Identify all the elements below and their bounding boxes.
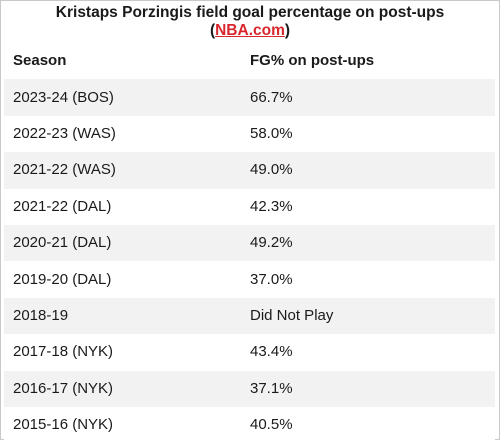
table-row: 2015-16 (NYK) 40.5%	[4, 406, 495, 443]
table-row: 2018-19 Did Not Play	[4, 297, 495, 335]
season-cell: 2016-17 (NYK)	[13, 379, 114, 397]
stats-table: Season FG% on post-ups 2023-24 (BOS) 66.…	[4, 43, 495, 443]
table-title: Kristaps Porzingis field goal percentage…	[55, 4, 445, 21]
season-cell: 2021-22 (DAL)	[13, 197, 112, 215]
season-cell: 2018-19	[13, 306, 69, 324]
fg-pct-cell: 43.4%	[250, 343, 293, 361]
table-row: 2016-17 (NYK) 37.1%	[4, 370, 495, 407]
season-cell: 2021-22 (WAS)	[13, 161, 116, 179]
fg-pct-cell: 40.5%	[250, 416, 293, 434]
table-row: 2021-22 (DAL) 42.3%	[4, 188, 495, 225]
source-link[interactable]: NBA.com	[215, 22, 285, 39]
table-row: 2023-24 (BOS) 66.7%	[4, 79, 495, 116]
season-cell: 2023-24 (BOS)	[13, 88, 114, 106]
season-cell: 2019-20 (DAL)	[13, 270, 112, 288]
fg-pct-cell: 37.0%	[250, 270, 293, 288]
table-body: 2023-24 (BOS) 66.7% 2022-23 (WAS) 58.0% …	[4, 79, 495, 443]
table-row: 2017-18 (NYK) 43.4%	[4, 334, 495, 371]
header: Kristaps Porzingis field goal percentage…	[1, 1, 499, 42]
season-cell: 2015-16 (NYK)	[13, 416, 114, 434]
fg-pct-cell: 42.3%	[250, 197, 293, 215]
source-line: (NBA.com)	[1, 22, 499, 40]
fg-pct-cell: 66.7%	[250, 88, 293, 106]
season-cell: 2017-18 (NYK)	[13, 343, 114, 361]
column-header-season: Season	[13, 52, 67, 70]
table-header-row: Season FG% on post-ups	[4, 43, 495, 79]
season-cell: 2022-23 (WAS)	[13, 124, 116, 142]
table-row: 2020-21 (DAL) 49.2%	[4, 224, 495, 262]
fg-pct-cell: Did Not Play	[250, 306, 334, 324]
fg-pct-cell: 49.0%	[250, 161, 293, 179]
season-cell: 2020-21 (DAL)	[13, 234, 112, 252]
table-row: 2022-23 (WAS) 58.0%	[4, 115, 495, 153]
fg-pct-cell: 37.1%	[250, 379, 293, 397]
source-open-paren: (	[209, 22, 216, 39]
column-header-fg-pct: FG% on post-ups	[250, 52, 375, 70]
fg-pct-cell: 58.0%	[250, 124, 293, 142]
fg-pct-cell: 49.2%	[250, 234, 293, 252]
source-close-paren: )	[284, 22, 291, 39]
table-row: 2019-20 (DAL) 37.0%	[4, 261, 495, 298]
table-row: 2021-22 (WAS) 49.0%	[4, 152, 495, 189]
